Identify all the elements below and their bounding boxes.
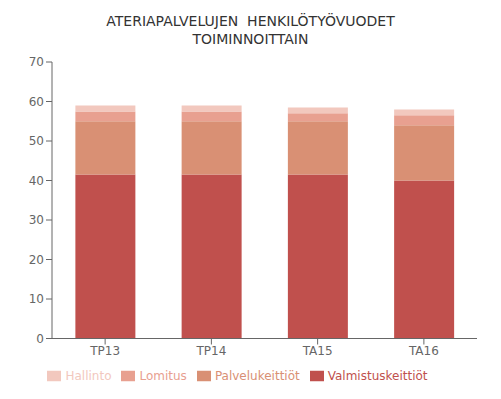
svg-text:40: 40: [29, 174, 44, 188]
svg-text:30: 30: [29, 213, 44, 227]
html-text:Lomitus: Lomitus: [139, 368, 187, 383]
svg-text:TP14: TP14: [195, 344, 226, 358]
svg-text:60: 60: [29, 95, 44, 109]
svg-text:20: 20: [29, 253, 44, 267]
svg-text:50: 50: [29, 134, 44, 148]
html-text:Hallinto: Hallinto: [65, 368, 112, 383]
svg-text:0: 0: [36, 332, 44, 346]
html-text:Valmistuskeittiöt: Valmistuskeittiöt: [327, 368, 428, 383]
svg-text:TA15: TA15: [302, 344, 333, 358]
html-text:Palvelukeittiöt: Palvelukeittiöt: [214, 368, 300, 383]
html-text:ATERIAPALVELUJEN HENKILÖTYÖVUO: ATERIAPALVELUJEN HENKILÖTYÖVUODET: [106, 13, 395, 29]
svg-text:TA16: TA16: [408, 344, 439, 358]
html-text:TOIMINNOITTAIN: TOIMINNOITTAIN: [192, 31, 309, 47]
svg-text:70: 70: [29, 55, 44, 69]
svg-text:10: 10: [29, 292, 44, 306]
svg-text:TP13: TP13: [89, 344, 120, 358]
